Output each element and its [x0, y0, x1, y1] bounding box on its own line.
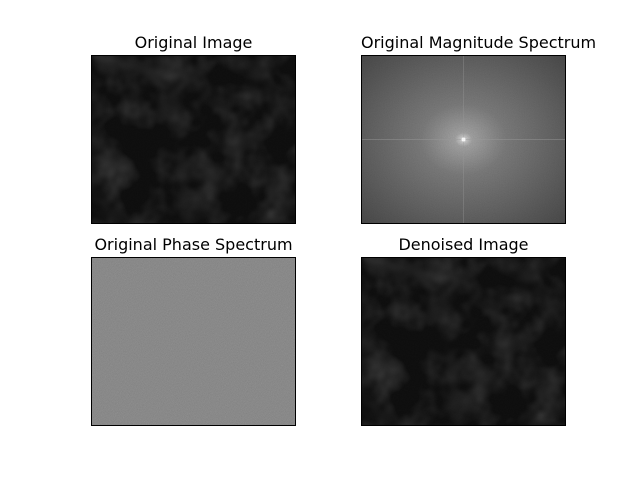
denoised-image-plot: [361, 257, 566, 426]
original-image: [92, 56, 295, 223]
panel-title: Denoised Image: [398, 235, 529, 254]
panel-original-image: Original Image: [91, 31, 296, 224]
denoised-image: [362, 258, 565, 425]
panel-phase-spectrum: Original Phase Spectrum: [91, 233, 296, 426]
magnitude-spectrum-plot: [361, 55, 566, 224]
panel-title: Original Image: [134, 33, 253, 52]
panel-title: Original Magnitude Spectrum: [361, 33, 597, 52]
phase-spectrum-image: [92, 258, 295, 425]
phase-spectrum-plot: [91, 257, 296, 426]
panel-magnitude-spectrum: Original Magnitude Spectrum: [361, 31, 597, 224]
magnitude-spectrum-image: [362, 56, 565, 223]
panel-title: Original Phase Spectrum: [94, 235, 293, 254]
original-image-plot: [91, 55, 296, 224]
panel-denoised-image: Denoised Image: [361, 233, 566, 426]
